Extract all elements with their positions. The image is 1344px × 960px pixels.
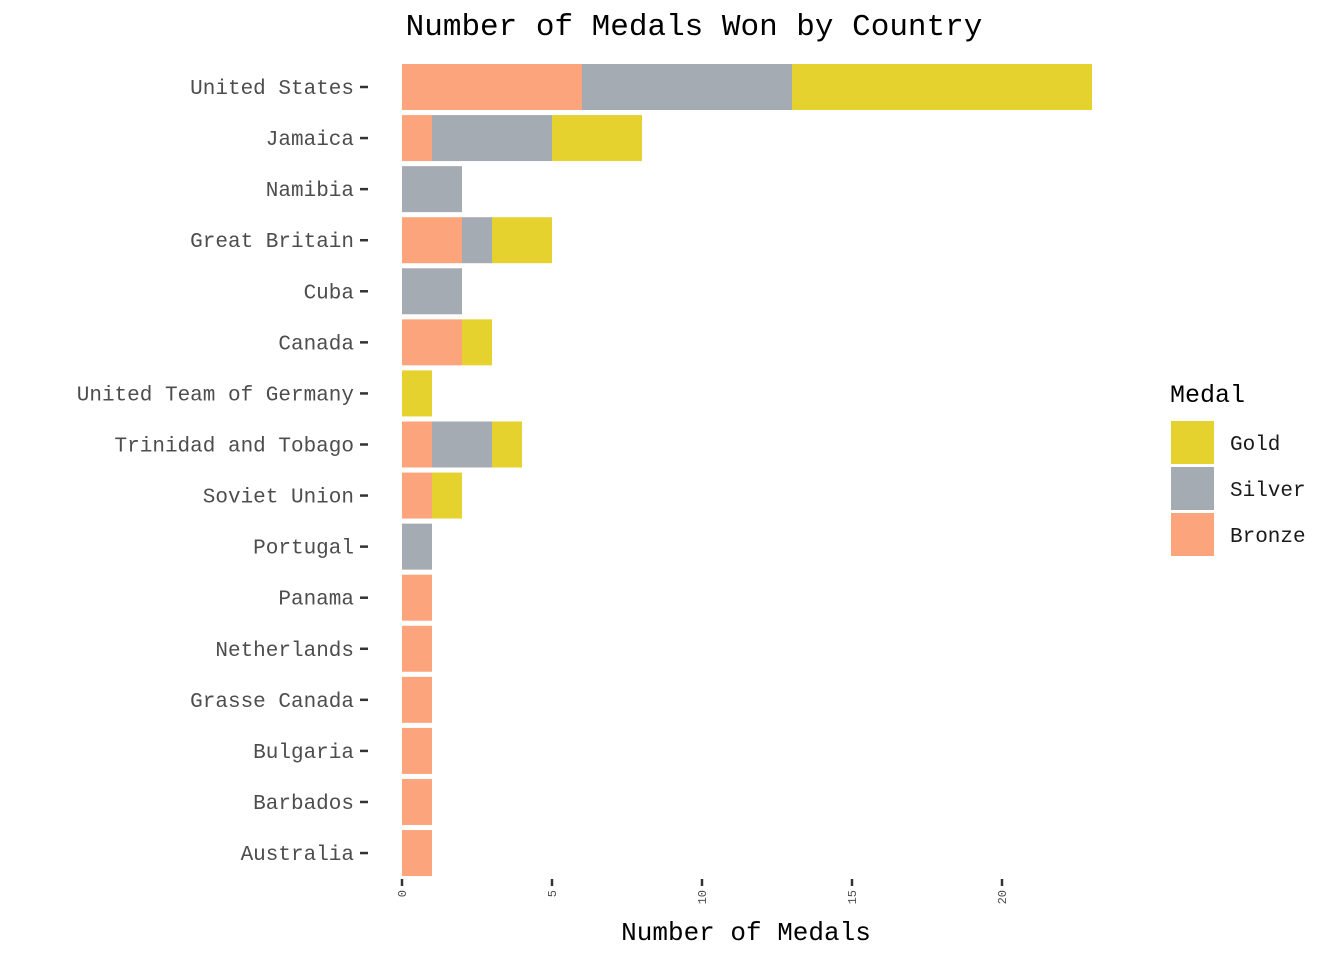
bar-jamaica-gold	[552, 115, 642, 162]
bar-bulgaria-bronze	[402, 727, 432, 774]
bar-united-states-bronze	[402, 64, 582, 110]
bar-jamaica-silver	[432, 115, 552, 162]
y-tick-label-barbados: Barbados	[253, 793, 354, 816]
bar-barbados-bronze	[402, 778, 432, 825]
bar-great-britain-silver	[462, 217, 492, 264]
legend-label-gold: Gold	[1230, 434, 1280, 457]
bar-great-britain-bronze	[402, 217, 462, 264]
bar-australia-bronze	[402, 830, 432, 877]
chart-title: Number of Medals Won by Country	[406, 10, 983, 45]
y-axis: United States Jamaica Namibia Great Britain…	[77, 78, 368, 867]
bar-portugal-silver	[402, 523, 432, 570]
bar-namibia-silver	[402, 166, 462, 213]
y-tick-label-trinidad-and-tobago: Trinidad and Tobago	[115, 435, 354, 458]
y-tick-label-canada: Canada	[278, 333, 354, 356]
bar-canada-gold	[462, 319, 492, 366]
legend-title: Medal	[1170, 381, 1245, 410]
bar-soviet-union-bronze	[402, 472, 432, 519]
bar-united-states-silver	[582, 64, 792, 110]
y-tick-label-great-britain: Great Britain	[190, 231, 354, 254]
y-tick-label-united-states: United States	[190, 78, 354, 101]
legend-label-bronze: Bronze	[1230, 526, 1306, 549]
bar-soviet-union-gold	[432, 472, 462, 519]
y-tick-label-bulgaria: Bulgaria	[253, 742, 354, 765]
x-axis: 0 5 10 15 20	[396, 879, 1010, 904]
bar-trinidad-and-tobago-bronze	[402, 421, 432, 468]
y-tick-label-netherlands: Netherlands	[215, 640, 354, 663]
bar-great-britain-gold	[492, 217, 552, 264]
bar-netherlands-bronze	[402, 625, 432, 672]
bar-panama-bronze	[402, 574, 432, 621]
y-tick-label-cuba: Cuba	[304, 282, 354, 305]
x-tick-label-0: 0	[396, 890, 410, 897]
bar-jamaica-bronze	[402, 115, 432, 162]
y-tick-label-united-team-of-germany: United Team of Germany	[77, 384, 354, 407]
bar-canada-bronze	[402, 319, 462, 366]
x-tick-label-20: 20	[996, 890, 1010, 904]
bar-cuba-silver	[402, 268, 462, 315]
bar-united-states-gold	[792, 64, 1092, 110]
x-tick-label-5: 5	[546, 890, 560, 897]
plot-area	[402, 64, 1092, 877]
legend-key-bronze	[1171, 513, 1214, 556]
bar-grasse-canada-bronze	[402, 676, 432, 723]
y-tick-label-panama: Panama	[278, 589, 354, 612]
bar-united-team-of-germany-gold	[402, 370, 432, 417]
legend: Medal Gold Silver Bronze	[1170, 381, 1306, 556]
bar-trinidad-and-tobago-silver	[432, 421, 492, 468]
x-axis-title: Number of Medals	[621, 918, 871, 948]
y-tick-label-soviet-union: Soviet Union	[203, 487, 354, 510]
y-tick-label-namibia: Namibia	[266, 180, 354, 203]
legend-key-silver	[1171, 467, 1214, 510]
y-tick-label-portugal: Portugal	[253, 538, 354, 561]
x-tick-label-15: 15	[846, 890, 860, 904]
y-tick-label-jamaica: Jamaica	[266, 129, 354, 152]
x-tick-label-10: 10	[696, 890, 710, 904]
y-tick-label-australia: Australia	[241, 844, 354, 867]
y-tick-label-grasse-canada: Grasse Canada	[190, 691, 354, 714]
legend-key-gold	[1171, 421, 1214, 464]
legend-label-silver: Silver	[1230, 480, 1306, 503]
bar-trinidad-and-tobago-gold	[492, 421, 522, 468]
